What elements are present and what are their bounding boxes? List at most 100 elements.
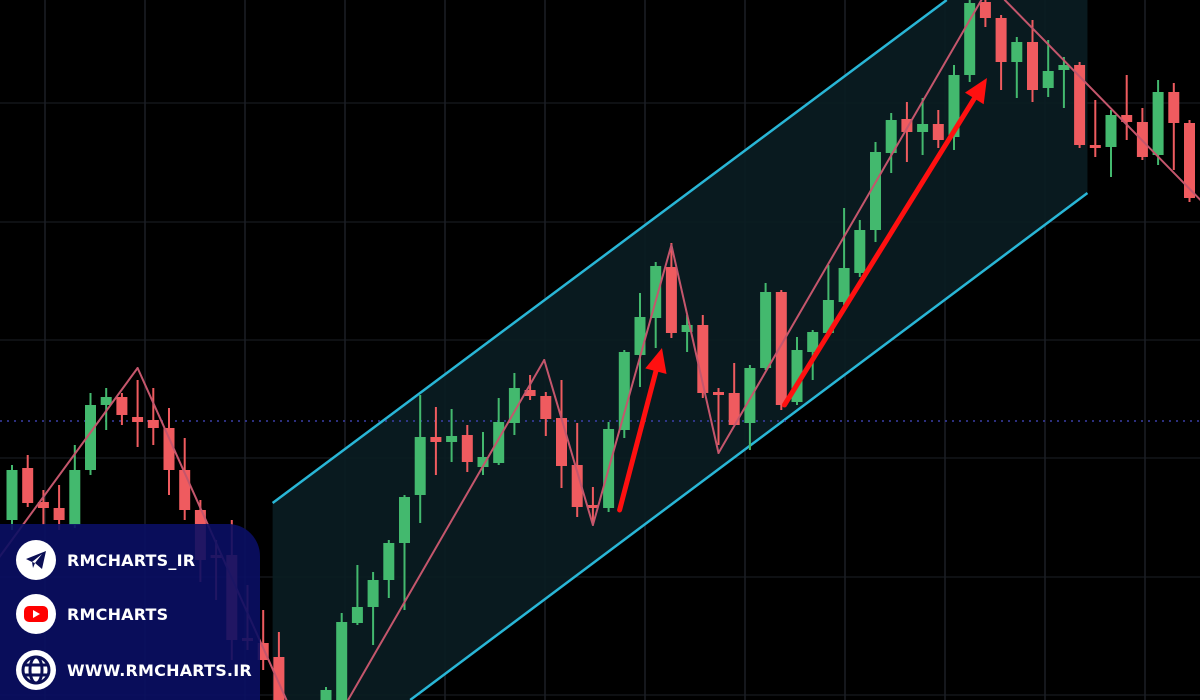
candle-body xyxy=(37,502,49,508)
arrow-shaft xyxy=(781,95,977,408)
candle-bearish xyxy=(995,15,1007,90)
candle-body xyxy=(22,468,34,503)
candle-body xyxy=(1152,92,1164,155)
arrow-shaft xyxy=(617,368,659,513)
candle-bullish xyxy=(351,565,363,625)
candle-bullish xyxy=(917,98,929,155)
candle-bearish xyxy=(1089,100,1101,157)
candle-bullish xyxy=(508,373,520,435)
candle-bullish xyxy=(822,265,834,335)
candle-body xyxy=(147,420,159,428)
candle-body xyxy=(854,230,866,273)
candle-bullish xyxy=(100,388,112,430)
trend-arrow xyxy=(781,78,987,408)
candle-bearish xyxy=(163,408,175,495)
arrow-head xyxy=(645,348,667,375)
candle-bullish xyxy=(791,337,803,405)
social-website[interactable]: WWW.RMCHARTS.IR xyxy=(16,650,252,690)
candle-body xyxy=(461,435,473,462)
candle-bullish xyxy=(870,142,881,242)
candle-bearish xyxy=(1074,62,1086,148)
candle-bearish xyxy=(540,392,552,436)
candle-bullish xyxy=(6,465,18,530)
candle-bearish xyxy=(728,363,740,425)
candle-bearish xyxy=(979,0,991,27)
candle-body xyxy=(979,2,991,18)
candle-bearish xyxy=(556,380,567,488)
telegram-icon xyxy=(16,540,56,580)
candle-body xyxy=(791,350,803,402)
candle-bearish xyxy=(665,243,677,338)
social-telegram[interactable]: RMCHARTS_IR xyxy=(16,540,195,580)
candle-bullish xyxy=(618,350,630,438)
candle-body xyxy=(901,119,913,132)
candle-bullish xyxy=(1058,57,1070,108)
candle-body xyxy=(822,300,834,333)
candle-bearish xyxy=(22,455,34,507)
candle-bearish xyxy=(587,487,599,523)
candle-body xyxy=(917,124,929,132)
candle-body xyxy=(179,470,191,510)
candle-body xyxy=(713,392,724,395)
candle-body xyxy=(775,292,787,405)
candle-bearish xyxy=(461,425,473,472)
channel-fill xyxy=(272,0,1088,700)
candle-bullish xyxy=(634,293,646,387)
candle-bearish xyxy=(430,407,442,475)
candle-bullish xyxy=(650,262,662,348)
candle-bullish xyxy=(320,687,332,700)
telegram-label: RMCHARTS_IR xyxy=(67,550,196,570)
candle-body xyxy=(1058,65,1070,70)
candle-bullish xyxy=(69,445,81,528)
candle-body xyxy=(273,657,285,700)
candle-body xyxy=(870,152,881,230)
candle-body xyxy=(948,75,960,137)
candle-bearish xyxy=(147,388,159,445)
candle-body xyxy=(618,352,630,430)
candle-bearish xyxy=(116,393,128,425)
channel-lower-line xyxy=(409,191,1089,700)
candle-bullish xyxy=(367,572,379,645)
candle-bullish xyxy=(760,283,772,370)
candle-bullish xyxy=(446,409,458,462)
candle-body xyxy=(414,437,426,495)
candle-body xyxy=(430,437,442,442)
candle-body xyxy=(53,508,65,520)
candle-body xyxy=(508,388,520,423)
candle-bearish xyxy=(1136,108,1148,160)
candle-body xyxy=(446,436,458,442)
candle-body xyxy=(1184,123,1195,198)
candle-bullish xyxy=(854,220,866,277)
arrow-head xyxy=(964,78,987,105)
candle-body xyxy=(1105,115,1117,147)
zigzag-segment xyxy=(1003,0,1200,201)
candle-body xyxy=(524,390,536,396)
candle-body xyxy=(1168,92,1180,123)
candle-bearish xyxy=(1027,20,1038,102)
zigzag-segment xyxy=(591,244,673,526)
candle-bullish xyxy=(838,208,850,305)
price-channel xyxy=(271,0,1089,700)
candle-body xyxy=(838,268,850,302)
candle-body xyxy=(100,397,112,405)
candle-body xyxy=(1121,115,1133,122)
candle-body xyxy=(320,690,332,700)
candle-body xyxy=(697,325,709,393)
candle-bearish xyxy=(53,485,65,530)
candle-bearish xyxy=(179,438,191,520)
candle-bearish xyxy=(273,632,285,700)
candle-bearish xyxy=(524,375,536,400)
zigzag-segment xyxy=(670,244,720,454)
candle-body xyxy=(116,397,128,415)
candle-body xyxy=(571,465,583,507)
candle-body xyxy=(995,18,1007,62)
candle-bullish xyxy=(744,365,756,450)
candle-body xyxy=(760,292,772,368)
candle-body xyxy=(257,643,269,660)
candle-bearish xyxy=(775,290,787,410)
candle-body xyxy=(336,622,348,700)
candle-bearish xyxy=(932,110,944,148)
social-youtube[interactable]: RMCHARTS xyxy=(16,594,168,634)
candle-body xyxy=(383,543,395,580)
candle-body xyxy=(493,422,505,463)
